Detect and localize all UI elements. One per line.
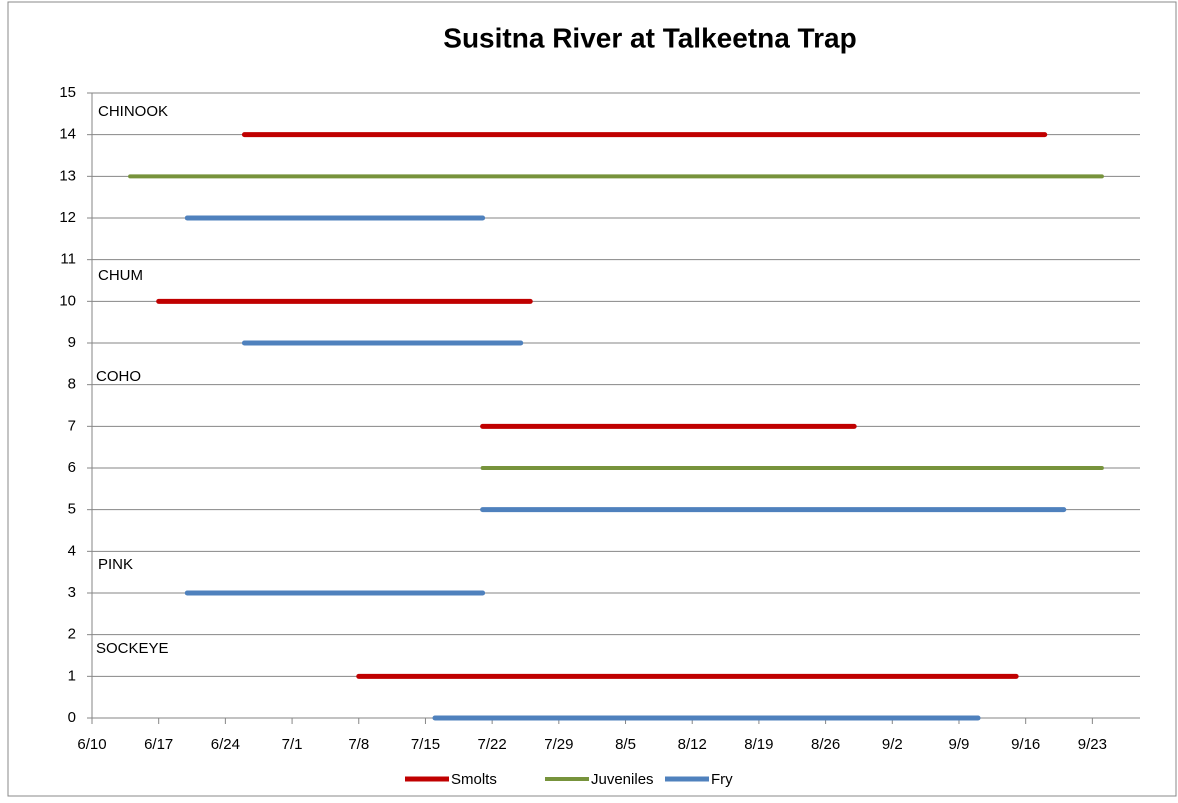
x-tick-label: 8/26 xyxy=(811,736,840,753)
x-tick-label: 8/12 xyxy=(678,736,707,753)
annotation: PINK xyxy=(98,556,133,573)
legend-label: Smolts xyxy=(451,771,497,788)
y-tick-label: 7 xyxy=(68,417,76,434)
annotation: CHINOOK xyxy=(98,103,168,120)
y-tick-label: 13 xyxy=(59,167,76,184)
x-tick-label: 8/19 xyxy=(744,736,773,753)
y-tick-label: 15 xyxy=(59,84,76,101)
x-tick-label: 9/16 xyxy=(1011,736,1040,753)
annotation: COHO xyxy=(96,368,141,385)
y-tick-label: 4 xyxy=(68,542,76,559)
y-tick-label: 5 xyxy=(68,501,76,518)
x-tick-label: 9/2 xyxy=(882,736,903,753)
x-tick-label: 6/10 xyxy=(77,736,106,753)
y-tick-label: 0 xyxy=(68,709,76,726)
y-tick-label: 10 xyxy=(59,292,76,309)
y-tick-label: 11 xyxy=(60,251,76,268)
y-tick-label: 6 xyxy=(68,459,76,476)
x-tick-label: 7/15 xyxy=(411,736,440,753)
annotation: CHUM xyxy=(98,267,143,284)
legend-label: Fry xyxy=(711,771,733,788)
x-tick-label: 7/8 xyxy=(348,736,369,753)
y-tick-label: 1 xyxy=(68,667,76,684)
x-tick-label: 7/29 xyxy=(544,736,573,753)
legend-label: Juveniles xyxy=(591,771,654,788)
annotation: SOCKEYE xyxy=(96,640,169,657)
y-tick-label: 14 xyxy=(59,126,76,143)
x-tick-label: 8/5 xyxy=(615,736,636,753)
chart-title: Susitna River at Talkeetna Trap xyxy=(443,22,856,53)
x-tick-label: 6/17 xyxy=(144,736,173,753)
x-tick-label: 7/1 xyxy=(282,736,303,753)
x-tick-label: 6/24 xyxy=(211,736,240,753)
x-tick-label: 7/22 xyxy=(478,736,507,753)
x-tick-label: 9/23 xyxy=(1078,736,1107,753)
y-tick-label: 9 xyxy=(68,334,76,351)
y-tick-label: 2 xyxy=(68,626,76,643)
y-tick-label: 3 xyxy=(68,584,76,601)
y-tick-label: 8 xyxy=(68,376,76,393)
y-tick-label: 12 xyxy=(59,209,76,226)
x-tick-label: 9/9 xyxy=(949,736,970,753)
